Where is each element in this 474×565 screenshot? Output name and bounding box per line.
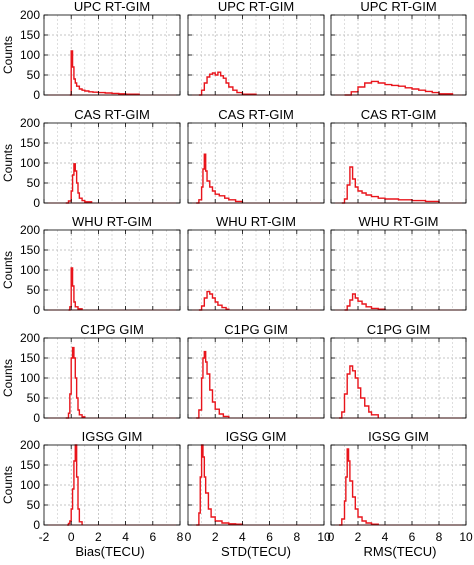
y-tick-label: 0 (33, 518, 40, 532)
panel-title: UPC RT-GIM (360, 0, 436, 14)
histogram-series (198, 71, 257, 96)
panel-r2-c0: 0 50 100 150 200 Counts WHU RT-GIM (1, 214, 181, 317)
panel-r4-c1: 0 2 4 6 8 10 IGSG GIM (185, 429, 331, 544)
panel-r1-c1: CAS RT-GIM (187, 107, 325, 204)
x-axis-label-rms: RMS(TECU) (364, 544, 437, 559)
panel-title: WHU RT-GIM (72, 214, 152, 229)
panel-r2-c2: WHU RT-GIM (330, 214, 467, 311)
histogram-series (198, 290, 230, 311)
panel-title: IGSG GIM (368, 429, 429, 444)
y-tick-label: 50 (27, 68, 41, 82)
histogram-series (68, 267, 83, 311)
histogram-series (344, 293, 386, 311)
y-tick-label: 100 (20, 156, 40, 170)
panel-title: CAS RT-GIM (218, 107, 294, 122)
y-axis-label: Counts (1, 36, 15, 74)
panel-title: IGSG GIM (82, 429, 143, 444)
y-tick-label: 100 (20, 371, 40, 385)
histogram-series (65, 346, 86, 419)
y-tick-label: 200 (20, 331, 40, 345)
panel-r2-c1: WHU RT-GIM (187, 214, 325, 311)
y-axis-label: Counts (1, 466, 15, 504)
panel-r0-c1: UPC RT-GIM (187, 0, 325, 96)
histogram-series (339, 365, 379, 419)
panel-title: UPC RT-GIM (74, 0, 150, 14)
panel-title: UPC RT-GIM (218, 0, 294, 14)
panel-title: CAS RT-GIM (361, 107, 437, 122)
y-tick-label: 150 (20, 136, 40, 150)
panel-r3-c2: C1PG GIM (330, 322, 467, 419)
y-axis-label: Counts (1, 251, 15, 289)
panel-r1-c0: 0 50 100 150 200 Counts CAS RT-GIM (1, 107, 181, 210)
y-axis-label: Counts (1, 144, 15, 182)
x-tick-label: 4 (122, 530, 129, 544)
x-axis-label-std: STD(TECU) (221, 544, 291, 559)
histogram-series (69, 50, 140, 96)
panel-r3-c1: C1PG GIM (187, 322, 325, 419)
y-tick-label: 50 (27, 283, 41, 297)
panel-title: WHU RT-GIM (216, 214, 296, 229)
panel-r0-c0: 0 50 100 150 200 Counts UPC RT-GIM (1, 0, 181, 102)
panel-title: WHU RT-GIM (359, 214, 439, 229)
y-tick-label: 0 (33, 196, 40, 210)
panel-r0-c2: UPC RT-GIM (330, 0, 467, 96)
y-tick-label: 100 (20, 48, 40, 62)
histogram-series (65, 163, 93, 204)
x-tick-label: 6 (409, 530, 416, 544)
y-tick-label: 0 (33, 303, 40, 317)
histogram-series (196, 350, 230, 419)
y-tick-label: 200 (20, 438, 40, 452)
histogram-series (341, 166, 440, 204)
histogram-series (196, 153, 244, 204)
y-tick-label: 50 (27, 498, 41, 512)
x-tick-label: 8 (436, 530, 443, 544)
y-tick-label: 50 (27, 176, 41, 190)
x-tick-label: 8 (177, 530, 184, 544)
panel-title: C1PG GIM (367, 322, 431, 337)
y-tick-label: 200 (20, 8, 40, 22)
y-axis-label: Counts (1, 359, 15, 397)
x-tick-label: 6 (266, 530, 273, 544)
panel-title: C1PG GIM (80, 322, 144, 337)
histogram-series (344, 80, 454, 96)
histogram-series (196, 444, 244, 526)
y-tick-label: 150 (20, 351, 40, 365)
x-tick-label: 0 (328, 530, 335, 544)
x-tick-label: 8 (293, 530, 300, 544)
y-tick-label: 100 (20, 478, 40, 492)
x-tick-label: 6 (149, 530, 156, 544)
x-tick-label: 2 (355, 530, 362, 544)
y-tick-label: 200 (20, 116, 40, 130)
x-tick-label: 10 (317, 530, 331, 544)
x-tick-label: 0 (185, 530, 192, 544)
y-tick-label: 150 (20, 243, 40, 257)
y-tick-label: 150 (20, 28, 40, 42)
y-tick-label: 50 (27, 391, 41, 405)
x-axis-labels: Bias(TECU) STD(TECU) RMS(TECU) (75, 544, 436, 559)
panel-r1-c2: CAS RT-GIM (330, 107, 467, 204)
x-tick-label: 4 (239, 530, 246, 544)
panel-title: C1PG GIM (224, 322, 288, 337)
y-tick-label: 200 (20, 223, 40, 237)
x-tick-label: 2 (212, 530, 219, 544)
x-tick-label: 4 (382, 530, 389, 544)
x-tick-label: 10 (459, 530, 473, 544)
y-tick-label: 0 (33, 411, 40, 425)
panel-r4-c2: 0 2 4 6 8 10 IGSG GIM (328, 429, 473, 544)
x-tick-label: 2 (95, 530, 102, 544)
panel-title: CAS RT-GIM (74, 107, 150, 122)
x-tick-label: -2 (39, 530, 50, 544)
panel-r3-c0: 0 50 100 150 200 Counts C1PG GIM (1, 322, 181, 425)
histogram-series (67, 444, 83, 526)
panel-title: IGSG GIM (226, 429, 287, 444)
x-axis-label-bias: Bias(TECU) (75, 544, 144, 559)
y-tick-label: 150 (20, 458, 40, 472)
y-tick-label: 0 (33, 88, 40, 102)
x-tick-label: 0 (68, 530, 75, 544)
histogram-series (339, 448, 379, 526)
y-tick-label: 100 (20, 263, 40, 277)
